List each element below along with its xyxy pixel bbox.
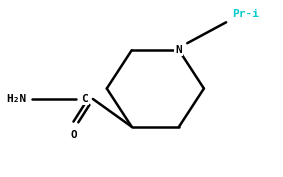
Text: C: C bbox=[81, 94, 88, 104]
Text: Pr-i: Pr-i bbox=[232, 9, 259, 19]
Text: N: N bbox=[175, 45, 182, 55]
Text: O: O bbox=[70, 130, 77, 140]
Text: H₂N: H₂N bbox=[6, 94, 26, 104]
